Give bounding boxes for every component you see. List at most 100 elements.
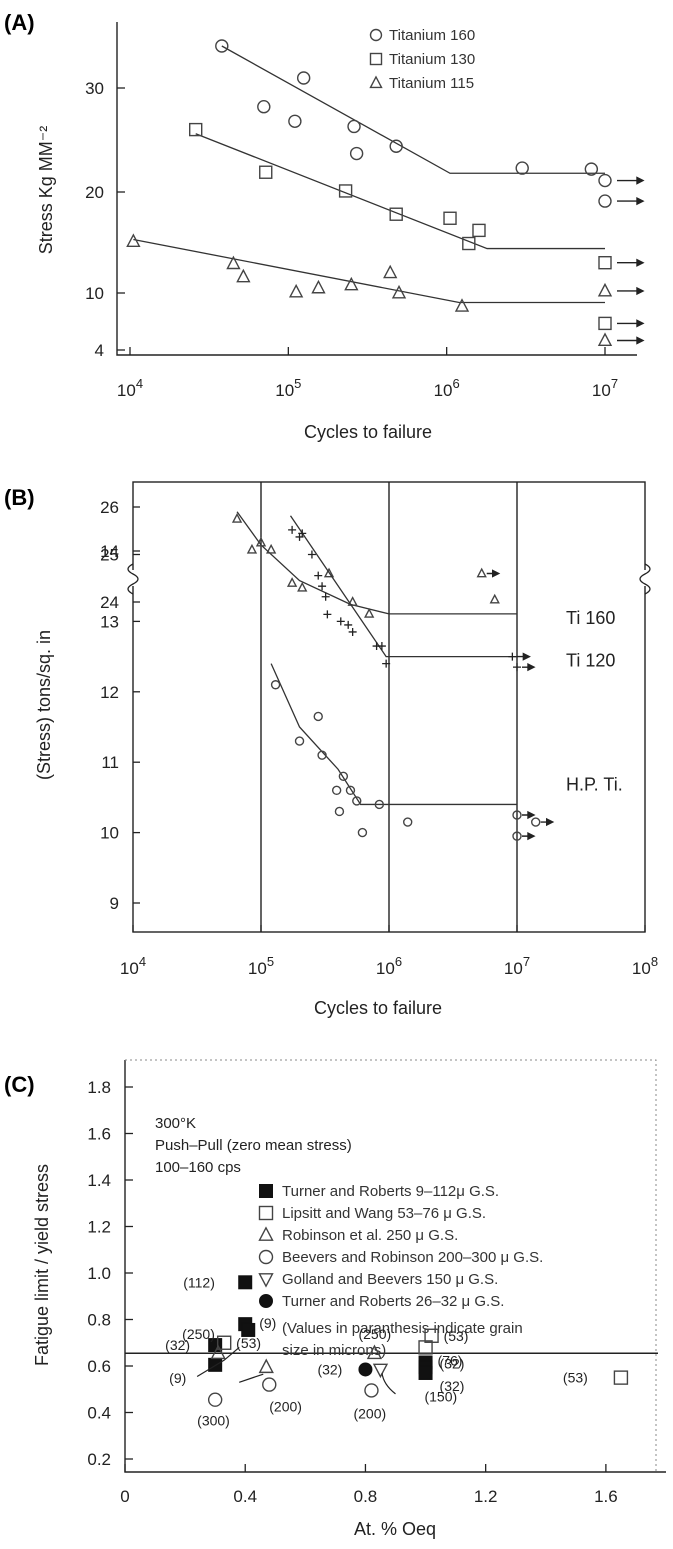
data-point-triangle — [236, 268, 251, 283]
data-point-filled-square — [418, 1365, 433, 1380]
x-axis-label-b: Cycles to failure — [314, 998, 442, 1018]
data-point-plus — [323, 610, 332, 619]
data-point-plus — [348, 627, 357, 636]
legend-label-c: Turner and Roberts 9–112μ G.S. — [282, 1183, 499, 1200]
data-point-triangle — [255, 536, 267, 547]
panel-c: (C) 0.2 0.4 0.6 0.8 1.0 1.2 1.4 1.6 1.8 0 0.4 0.8 1.2… — [4, 1059, 666, 1539]
y-tick-label-a: 20 — [85, 183, 104, 202]
data-point-plus — [344, 620, 353, 629]
data-point-plus — [382, 659, 391, 668]
runout-arrow — [617, 286, 645, 296]
y-tick-label-b: 26 — [100, 498, 119, 517]
legend-marker-c — [259, 1184, 273, 1198]
point-label-c: (53) — [563, 1370, 588, 1386]
legend-label-c: Golland and Beevers 150 μ G.S. — [282, 1271, 498, 1288]
x-tick-label-a: 107 — [592, 376, 618, 400]
legend-marker-c — [258, 1249, 274, 1265]
point-label-c: (32) — [317, 1361, 342, 1377]
point-label-c: (250) — [358, 1326, 391, 1342]
legend-marker-a — [369, 28, 383, 42]
x-tick-label-c: 0 — [120, 1487, 129, 1506]
legend-marker-a — [369, 75, 383, 89]
data-point-triangle — [311, 279, 326, 294]
y-tick-label-a: 10 — [85, 284, 104, 303]
panel-b: (B) 9 10 11 12 13 14 24 25 26 104 105 106 107 108 Cycle… — [4, 481, 658, 1018]
panel-label-a: (A) — [4, 10, 35, 35]
y-axis-label-c: Fatigue limit / yield stress — [32, 1164, 52, 1366]
legend-label-a: Titanium 160 — [389, 27, 475, 44]
x-tick-label-c: 1.6 — [594, 1487, 618, 1506]
point-label-c: (250) — [182, 1326, 215, 1342]
data-point-triangle — [126, 233, 141, 247]
data-point-triangle — [246, 543, 258, 554]
data-point-square — [189, 122, 203, 137]
data-point-circle — [347, 119, 361, 134]
data-point-open-triangle — [210, 1344, 226, 1360]
y-tick-label-c: 1.6 — [87, 1125, 111, 1144]
legend-label-a: Titanium 130 — [389, 51, 475, 68]
legend-marker-c — [259, 1294, 273, 1308]
data-point-filled-square — [241, 1322, 256, 1337]
data-point-circle — [317, 750, 327, 760]
legend-label-c: Lipsitt and Wang 53–76 μ G.S. — [282, 1205, 486, 1222]
legend-note-c: size in microns) — [282, 1342, 386, 1359]
fit-line-b-2 — [270, 663, 517, 806]
data-point-triangle — [597, 282, 613, 297]
data-point-triangle — [383, 264, 398, 279]
data-point-triangle — [286, 577, 298, 587]
data-point-plus — [288, 525, 297, 534]
runout-arrow — [522, 831, 536, 841]
data-point-circle — [357, 827, 368, 838]
pointer-line-c — [239, 1373, 264, 1383]
data-point-circle — [338, 771, 349, 781]
data-point-plus — [307, 550, 316, 559]
data-point-triangle — [347, 596, 358, 606]
data-point-circle — [349, 146, 364, 161]
x-tick-label-b: 106 — [376, 954, 402, 978]
x-tick-label-c: 0.4 — [233, 1487, 257, 1506]
pointer-line-c — [381, 1372, 396, 1395]
x-tick-label-b: 105 — [248, 954, 274, 978]
point-label-c: (53) — [444, 1328, 469, 1344]
runout-arrow — [617, 319, 645, 328]
legend-label-a: Titanium 115 — [389, 75, 474, 92]
y-tick-label-c: 1.0 — [87, 1264, 111, 1283]
data-point-plus — [513, 663, 521, 672]
data-point-circle — [215, 39, 229, 53]
data-point-circle — [352, 796, 362, 806]
x-tick-label-c: 0.8 — [354, 1487, 378, 1506]
pointer-line-c — [196, 1346, 240, 1377]
data-point-square — [259, 165, 273, 179]
y-tick-label-b: 9 — [110, 894, 119, 913]
point-label-c: (112) — [183, 1274, 215, 1290]
data-point-circle — [331, 785, 342, 796]
frame-dotted-c — [125, 1059, 657, 1472]
panel-label-c: (C) — [4, 1072, 35, 1097]
data-point-circle — [374, 799, 385, 810]
data-point-open-down-triangle — [372, 1363, 389, 1379]
legend-marker-a — [369, 52, 383, 66]
y-tick-label-a: 30 — [85, 79, 104, 98]
x-tick-label-b: 108 — [632, 954, 658, 978]
data-point-square — [598, 316, 612, 331]
data-point-plus — [298, 529, 307, 538]
data-point-triangle — [265, 543, 277, 554]
y-tick-label-c: 1.8 — [87, 1078, 111, 1097]
x-tick-label-b: 107 — [504, 954, 530, 978]
data-point-plus — [318, 582, 327, 591]
runout-arrow — [540, 817, 555, 827]
y-tick-label-b: 14 — [100, 542, 119, 561]
data-point-filled-circle — [358, 1362, 373, 1377]
runout-arrow — [522, 810, 536, 820]
data-point-circle — [512, 810, 522, 820]
y-tick-label-c: 1.4 — [87, 1171, 111, 1190]
data-point-plus — [377, 642, 386, 651]
x-tick-label-a: 106 — [434, 376, 460, 400]
x-tick-label-b: 104 — [120, 954, 146, 978]
point-label-c: (9) — [169, 1370, 186, 1386]
data-point-plus — [314, 571, 323, 580]
fit-line-0 — [221, 45, 605, 174]
data-point-circle — [598, 173, 612, 188]
point-label-c: (150) — [424, 1388, 457, 1404]
data-point-circle — [334, 806, 345, 817]
